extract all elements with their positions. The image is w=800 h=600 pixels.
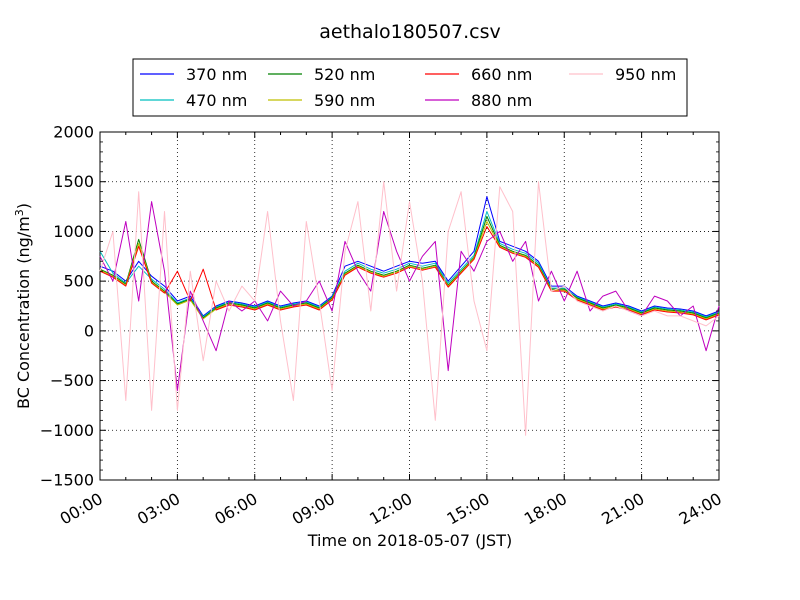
series-line	[99, 181, 720, 436]
y-tick-label: 2000	[53, 123, 94, 142]
chart-title: aethalo180507.csv	[319, 21, 501, 43]
y-axis-title-sup: 3	[13, 209, 26, 216]
y-axis-title-end: )	[14, 203, 33, 209]
legend-label: 950 nm	[615, 65, 676, 84]
y-tick-label: 1500	[53, 172, 94, 191]
legend-label: 660 nm	[471, 65, 532, 84]
y-tick-label: −1000	[40, 421, 94, 440]
series-line	[99, 201, 720, 391]
y-tick-label: −1500	[40, 471, 94, 490]
series-line	[99, 226, 720, 321]
legend-label: 470 nm	[186, 91, 247, 110]
y-axis-title-main: BC Concentration (ng/m	[14, 216, 33, 409]
y-tick-label: 1000	[53, 222, 94, 241]
series-line	[99, 216, 720, 319]
series-line	[99, 196, 720, 317]
legend: 370 nm 470 nm 520 nm 590 nm 660 nm 880 nm 950 …	[132, 58, 688, 117]
series-line	[99, 211, 720, 318]
series-layer	[99, 181, 720, 436]
y-tick-label: 500	[63, 272, 94, 291]
x-axis-title: Time on 2018-05-07 (JST)	[307, 531, 512, 550]
legend-label: 520 nm	[314, 65, 375, 84]
y-tick-label: 0	[84, 321, 94, 340]
y-tick-label: −500	[50, 371, 94, 390]
legend-label: 370 nm	[186, 65, 247, 84]
legend-label: 880 nm	[471, 91, 532, 110]
y-axis-title: BC Concentration (ng/m3)	[13, 203, 33, 409]
legend-label: 590 nm	[314, 91, 375, 110]
